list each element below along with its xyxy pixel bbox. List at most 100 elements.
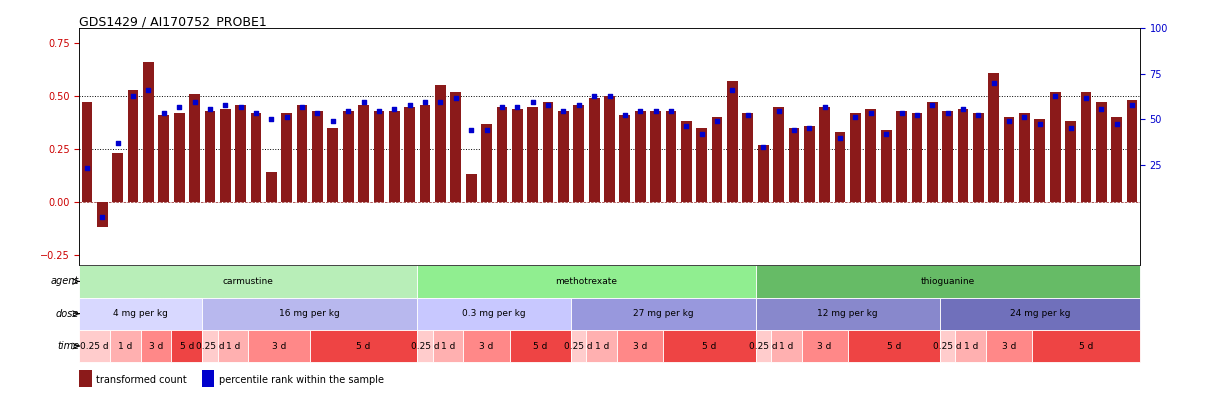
Bar (989, 73, 1000, 202)
Bar (805, 126, 814, 202)
Point (953, 105, 973, 112)
Text: 3 d: 3 d (479, 341, 494, 351)
Point (154, 110, 173, 116)
Bar (789, 128, 800, 202)
Point (1091, 105, 1111, 112)
Bar (742, 113, 753, 202)
Point (784, 127, 803, 133)
Text: methotrexate: methotrexate (556, 277, 618, 286)
Point (1000, 118, 1019, 125)
Bar (570, 298, 756, 330)
Point (723, 86, 742, 93)
Point (1061, 124, 1080, 131)
Bar (586, 330, 617, 362)
Text: 0.25 d: 0.25 d (80, 341, 108, 351)
Text: 1 d: 1 d (779, 341, 794, 351)
Point (600, 93, 619, 99)
Bar (756, 298, 940, 330)
Point (984, 80, 1003, 87)
Bar (235, 104, 246, 202)
Text: 3 d: 3 d (149, 341, 163, 351)
Point (646, 108, 666, 114)
Bar (663, 330, 756, 362)
Point (692, 131, 712, 137)
Point (892, 110, 912, 116)
Bar (466, 174, 477, 202)
Point (492, 103, 512, 110)
Bar (835, 132, 846, 202)
Point (923, 101, 942, 108)
Point (1014, 114, 1034, 120)
Bar (940, 298, 1140, 330)
Bar (219, 109, 230, 202)
Point (630, 108, 650, 114)
Bar (202, 370, 215, 387)
Bar (463, 330, 510, 362)
Bar (112, 153, 123, 202)
Bar (405, 107, 416, 202)
Point (93, 213, 112, 220)
Point (262, 116, 282, 123)
Text: 0.25 d: 0.25 d (934, 341, 962, 351)
Point (753, 143, 773, 150)
Text: 3 d: 3 d (818, 341, 831, 351)
Point (846, 114, 865, 120)
Point (416, 99, 435, 106)
Bar (282, 113, 293, 202)
Bar (79, 330, 110, 362)
Bar (1050, 92, 1061, 202)
Bar (417, 330, 433, 362)
Point (1076, 95, 1096, 101)
Text: transformed count: transformed count (96, 375, 187, 385)
Bar (819, 107, 830, 202)
Bar (419, 104, 430, 202)
Bar (512, 109, 523, 202)
Point (369, 108, 389, 114)
Bar (202, 330, 217, 362)
Bar (79, 298, 202, 330)
Text: 1 d: 1 d (963, 341, 978, 351)
Text: 0.25 d: 0.25 d (411, 341, 439, 351)
Point (539, 101, 558, 108)
Bar (617, 330, 663, 362)
Text: dose: dose (56, 309, 79, 319)
Bar (727, 81, 737, 202)
Bar (881, 130, 891, 202)
Point (477, 127, 496, 133)
Text: 5 d: 5 d (533, 341, 547, 351)
Bar (942, 111, 953, 202)
Bar (940, 330, 956, 362)
Bar (79, 265, 417, 298)
Point (569, 101, 589, 108)
Text: 1 d: 1 d (595, 341, 610, 351)
Text: 5 d: 5 d (886, 341, 901, 351)
Text: thioguanine: thioguanine (920, 277, 975, 286)
Bar (1112, 117, 1123, 202)
Text: 16 mg per kg: 16 mg per kg (279, 309, 340, 318)
Bar (528, 107, 538, 202)
Bar (865, 109, 876, 202)
Bar (249, 330, 310, 362)
Bar (451, 92, 461, 202)
Text: 27 mg per kg: 27 mg per kg (633, 309, 694, 318)
Bar (696, 128, 707, 202)
Bar (358, 104, 369, 202)
Bar (310, 330, 417, 362)
Point (1107, 120, 1126, 127)
Point (339, 108, 358, 114)
Bar (1126, 100, 1137, 202)
Point (616, 112, 635, 118)
Bar (756, 265, 1140, 298)
Text: 5 d: 5 d (1079, 341, 1093, 351)
Bar (558, 111, 569, 202)
Text: 3 d: 3 d (272, 341, 286, 351)
Point (277, 114, 296, 120)
Bar (973, 113, 984, 202)
Bar (510, 330, 570, 362)
Bar (143, 62, 154, 202)
Bar (847, 330, 940, 362)
Point (400, 101, 419, 108)
Text: time: time (57, 341, 79, 351)
Bar (328, 128, 338, 202)
Bar (82, 102, 93, 202)
